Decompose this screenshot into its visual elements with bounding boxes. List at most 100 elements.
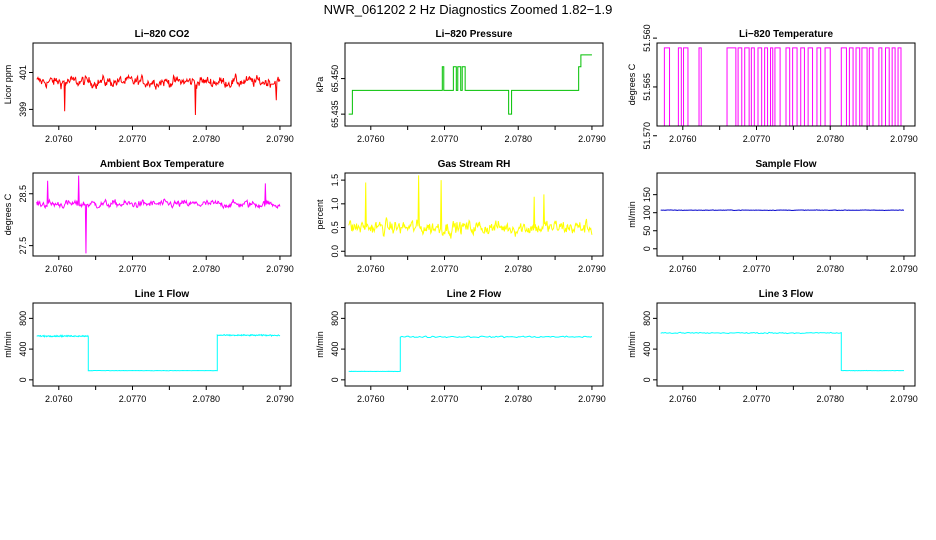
y-tick-label: 1.0 xyxy=(330,198,340,211)
chart-title: Li−820 Temperature xyxy=(739,29,833,40)
plot-frame xyxy=(656,172,916,257)
x-tick-label: 2.0760 xyxy=(45,394,73,404)
x-tick-label: 2.0790 xyxy=(890,134,918,144)
x-tick-label: 2.0770 xyxy=(431,264,459,274)
y-tick-label: 800 xyxy=(642,311,652,326)
y-tick-label: 50 xyxy=(642,226,652,236)
y-tick-label: 400 xyxy=(330,342,340,357)
y-tick-label: 51.565 xyxy=(642,73,652,101)
plot-frame xyxy=(32,42,292,127)
chart-pressure: Li−820 Pressure kPa 2.0760 2.0770 2.0780 2.07… xyxy=(315,29,606,144)
y-tick-label: 65.450 xyxy=(330,65,340,93)
x-tick-label: 2.0770 xyxy=(431,134,459,144)
x-tick-label: 2.0770 xyxy=(119,134,147,144)
y-tick-label: 100 xyxy=(642,205,652,220)
x-tick-label: 2.0770 xyxy=(743,134,771,144)
chart-box_temp: Ambient Box Temperature degrees C 2.0760 2.… xyxy=(3,159,294,274)
x-tick-label: 2.0790 xyxy=(266,394,294,404)
series-line xyxy=(348,175,593,239)
y-tick-label: 51.560 xyxy=(642,24,652,52)
y-tick-label: 0.0 xyxy=(330,245,340,258)
x-tick-label: 2.0770 xyxy=(119,394,147,404)
series-line xyxy=(36,175,281,254)
y-tick-label: 0 xyxy=(18,377,28,382)
x-tick-label: 2.0770 xyxy=(119,264,147,274)
x-tick-label: 2.0780 xyxy=(192,264,220,274)
y-tick-label: 401 xyxy=(18,65,28,80)
x-tick-label: 2.0780 xyxy=(816,264,844,274)
chart-title: Line 1 Flow xyxy=(135,289,190,300)
x-tick-label: 2.0760 xyxy=(669,134,697,144)
y-axis-label: ml/min xyxy=(627,201,637,228)
x-tick-label: 2.0760 xyxy=(45,264,73,274)
plot-frame xyxy=(344,172,604,257)
series-line xyxy=(660,209,905,211)
y-tick-label: 0 xyxy=(642,377,652,382)
x-tick-label: 2.0790 xyxy=(578,264,606,274)
chart-line1_flow: Line 1 Flow ml/min 2.0760 2.0770 2.0780 2.079… xyxy=(3,289,294,404)
y-tick-label: 28.5 xyxy=(18,185,28,203)
chart-title: Gas Stream RH xyxy=(438,159,511,170)
x-tick-label: 2.0760 xyxy=(357,134,385,144)
x-tick-label: 2.0780 xyxy=(504,264,532,274)
x-tick-label: 2.0790 xyxy=(578,394,606,404)
figure-title: NWR_061202 2 Hz Diagnostics Zoomed 1.82−… xyxy=(324,2,613,17)
y-tick-label: 800 xyxy=(18,311,28,326)
chart-line3_flow: Line 3 Flow ml/min 2.0760 2.0770 2.0780 2.079… xyxy=(627,289,918,404)
chart-title: Li−820 CO2 xyxy=(135,29,190,40)
y-tick-label: 800 xyxy=(330,311,340,326)
plot-frame xyxy=(32,172,292,257)
x-tick-label: 2.0790 xyxy=(266,264,294,274)
x-tick-label: 2.0760 xyxy=(357,394,385,404)
chart-panels: Li−820 CO2 Licor ppm 2.0760 2.0770 2.0780 2.0… xyxy=(3,24,918,404)
x-tick-label: 2.0760 xyxy=(669,264,697,274)
y-axis-label: kPa xyxy=(315,77,325,93)
x-tick-label: 2.0760 xyxy=(669,394,697,404)
y-tick-label: 150 xyxy=(642,187,652,202)
y-tick-label: 27.5 xyxy=(18,237,28,255)
x-tick-label: 2.0780 xyxy=(192,394,220,404)
x-tick-label: 2.0780 xyxy=(504,394,532,404)
x-tick-label: 2.0780 xyxy=(192,134,220,144)
plot-frame xyxy=(344,42,604,127)
chart-co2: Li−820 CO2 Licor ppm 2.0760 2.0770 2.0780 2.0… xyxy=(3,29,294,144)
y-axis-label: ml/min xyxy=(3,331,13,358)
plot-frame xyxy=(656,42,916,127)
y-tick-label: 0.5 xyxy=(330,221,340,234)
x-tick-label: 2.0790 xyxy=(266,134,294,144)
x-tick-label: 2.0760 xyxy=(357,264,385,274)
y-tick-label: 399 xyxy=(18,102,28,117)
plot-frame xyxy=(32,302,292,387)
chart-line2_flow: Line 2 Flow ml/min 2.0760 2.0770 2.0780 2.079… xyxy=(315,289,606,404)
chart-title: Line 3 Flow xyxy=(759,289,814,300)
x-tick-label: 2.0770 xyxy=(743,264,771,274)
x-tick-label: 2.0780 xyxy=(504,134,532,144)
x-tick-label: 2.0770 xyxy=(743,394,771,404)
x-tick-label: 2.0760 xyxy=(45,134,73,144)
y-tick-label: 65.435 xyxy=(330,100,340,128)
x-tick-label: 2.0790 xyxy=(890,264,918,274)
series-line xyxy=(348,54,592,115)
x-tick-label: 2.0770 xyxy=(431,394,459,404)
chart-sample_flow: Sample Flow ml/min 2.0760 2.0770 2.0780 2.079… xyxy=(627,159,918,274)
y-axis-label: ml/min xyxy=(315,331,325,358)
series-line xyxy=(36,73,281,115)
x-tick-label: 2.0780 xyxy=(816,134,844,144)
series-line xyxy=(348,335,593,373)
y-axis-label: degrees C xyxy=(3,193,13,235)
chart-title: Sample Flow xyxy=(755,159,816,170)
y-tick-label: 51.570 xyxy=(642,122,652,150)
y-axis-label: ml/min xyxy=(627,331,637,358)
plot-frame xyxy=(344,302,604,387)
y-tick-label: 0 xyxy=(330,377,340,382)
series-line xyxy=(36,333,281,372)
y-axis-label: Licor ppm xyxy=(3,65,13,105)
y-tick-label: 1.5 xyxy=(330,174,340,187)
x-tick-label: 2.0790 xyxy=(890,394,918,404)
x-tick-label: 2.0790 xyxy=(578,134,606,144)
y-tick-label: 0 xyxy=(642,246,652,251)
series-line xyxy=(660,331,904,372)
chart-title: Ambient Box Temperature xyxy=(100,159,225,170)
y-tick-label: 400 xyxy=(642,342,652,357)
